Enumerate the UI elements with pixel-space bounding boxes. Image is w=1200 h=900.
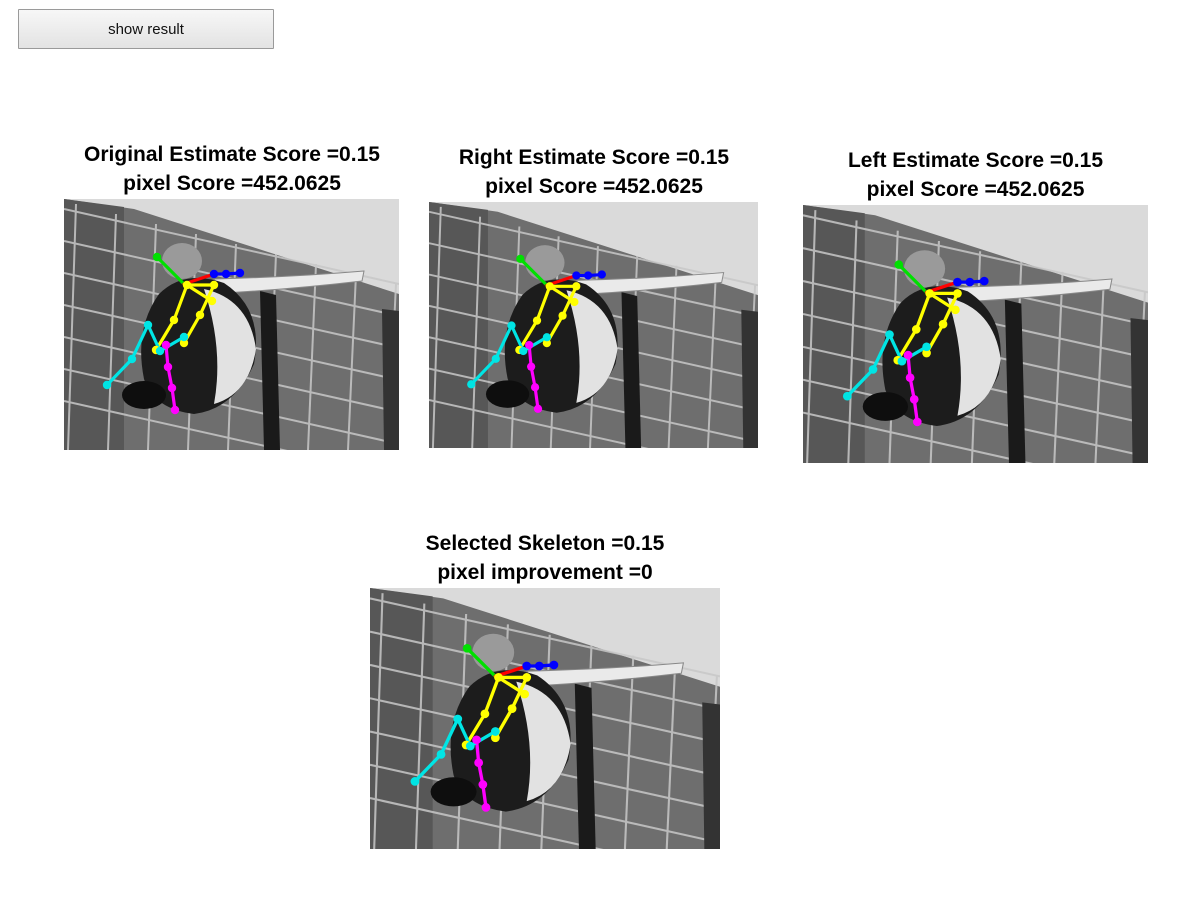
skeleton-joint-r3 xyxy=(842,391,852,401)
skeleton-joint-sh1 xyxy=(572,271,581,280)
selected-skeleton-image xyxy=(370,588,720,849)
skeleton-joint-l2 xyxy=(527,362,536,371)
skeleton-joint-l1 xyxy=(472,735,481,745)
pixel-improvement: pixel improvement =0 xyxy=(437,561,653,584)
skeleton-joint-t2 xyxy=(911,325,921,334)
skeleton-joint-l2 xyxy=(905,373,915,383)
skeleton-joint-sh1 xyxy=(522,661,532,671)
skeleton-joint-t2 xyxy=(169,315,179,325)
skeleton-joint-r1 xyxy=(885,330,894,339)
skeleton-joint-l1 xyxy=(903,350,913,360)
skeleton-joint-head xyxy=(894,260,904,269)
skeleton-joint-r3 xyxy=(410,777,420,786)
skeleton-joint-r1 xyxy=(143,320,153,330)
skeleton-joint-t5 xyxy=(558,311,567,320)
skeleton-joint-h2 xyxy=(207,296,217,306)
left-pixel-score: pixel Score =452.0625 xyxy=(866,178,1085,201)
skeleton-joint-t4 xyxy=(953,289,962,298)
skeleton-joint-h2 xyxy=(951,305,960,315)
skeleton-joint-sh3 xyxy=(235,268,245,278)
show-result-button[interactable]: show result xyxy=(18,9,274,49)
skeleton-joint-t5 xyxy=(507,704,517,713)
skeleton-joint-l3 xyxy=(478,780,488,789)
selected-skeleton-title: Selected Skeleton =0.15 pixel improvemen… xyxy=(370,529,720,587)
skeleton-joint-head xyxy=(152,252,162,262)
skeleton-joint-l4 xyxy=(912,417,922,427)
skeleton-joint-r1 xyxy=(453,714,463,724)
skeleton-joint-t4 xyxy=(522,673,532,682)
skeleton-joint-r4 xyxy=(465,741,475,751)
skeleton-joint-r5 xyxy=(490,727,500,736)
skeleton-joint-sh2 xyxy=(583,271,593,280)
selected-skeleton-score: Selected Skeleton =0.15 xyxy=(425,532,665,555)
skeleton-joint-r2 xyxy=(436,750,446,759)
right-estimate-score: Right Estimate Score =0.15 xyxy=(458,146,730,169)
skeleton-joint-sh1 xyxy=(209,269,219,279)
skeleton-joint-r2 xyxy=(491,354,500,363)
skeleton-joint-r2 xyxy=(868,365,878,374)
left-estimate-title: Left Estimate Score =0.15 pixel Score =4… xyxy=(803,146,1148,204)
skeleton-joint-r4 xyxy=(519,346,528,356)
skeleton-joint-t4 xyxy=(572,282,581,291)
skeleton-joint-r5 xyxy=(179,332,189,342)
skeleton-joint-r3 xyxy=(102,380,112,390)
skeleton-joint-t6 xyxy=(490,733,500,743)
original-estimate-image xyxy=(64,199,399,450)
skeleton-joint-sh3 xyxy=(597,270,606,279)
skeleton-joint-t6 xyxy=(179,338,189,348)
right-estimate-image xyxy=(429,202,758,448)
skeleton-joint-sh3 xyxy=(979,276,989,286)
skeleton-joint-l1 xyxy=(161,340,171,350)
skeleton-joint-sh3 xyxy=(549,660,559,670)
skeleton-joint-sh2 xyxy=(534,661,544,671)
skeleton-joint-l2 xyxy=(163,362,173,372)
left-estimate-score: Left Estimate Score =0.15 xyxy=(847,149,1104,172)
skeleton-joint-r1 xyxy=(507,321,516,330)
skeleton-joint-l3 xyxy=(530,383,540,392)
left-estimate-image xyxy=(803,205,1148,463)
skeleton-joint-r5 xyxy=(542,333,551,342)
skeleton-joint-sh1 xyxy=(953,277,962,287)
skeleton-joint-l4 xyxy=(533,404,543,413)
skeleton-joint-l3 xyxy=(167,383,177,393)
skeleton-joint-head xyxy=(462,643,472,653)
skeleton-joint-t2 xyxy=(480,709,490,719)
skeleton-joint-t1 xyxy=(545,282,554,291)
skeleton-joint-t4 xyxy=(209,280,219,290)
original-estimate-title: Original Estimate Score =0.15 pixel Scor… xyxy=(64,140,400,198)
original-pixel-score: pixel Score =452.0625 xyxy=(123,172,341,195)
skeleton-joint-h2 xyxy=(520,689,530,699)
skeleton-joint-t2 xyxy=(532,316,542,325)
skeleton-joint-t6 xyxy=(922,348,931,358)
skeleton-joint-r4 xyxy=(155,346,165,356)
skeleton-joint-sh2 xyxy=(221,269,231,279)
skeleton-joint-t1 xyxy=(925,289,934,298)
skeleton-joint-t6 xyxy=(542,339,551,348)
skeleton-joint-r5 xyxy=(922,342,931,352)
right-pixel-score: pixel Score =452.0625 xyxy=(485,175,703,198)
skeleton-joint-t1 xyxy=(494,673,503,682)
skeleton-joint-l4 xyxy=(481,803,491,812)
original-estimate-score: Original Estimate Score =0.15 xyxy=(84,143,380,166)
skeleton-joint-l1 xyxy=(525,340,534,350)
skeleton-joint-h2 xyxy=(570,297,579,307)
skeleton-joint-head xyxy=(516,254,525,263)
skeleton-joint-t1 xyxy=(182,280,192,290)
skeleton-joint-l3 xyxy=(909,394,919,404)
skeleton-joint-t5 xyxy=(938,319,948,329)
skeleton-joint-l2 xyxy=(474,758,484,768)
skeleton-joint-r4 xyxy=(897,356,907,366)
right-estimate-title: Right Estimate Score =0.15 pixel Score =… xyxy=(429,143,759,201)
skeleton-joint-r2 xyxy=(127,354,137,364)
skeleton-joint-sh2 xyxy=(965,277,975,287)
skeleton-joint-l4 xyxy=(170,405,180,415)
skeleton-joint-t5 xyxy=(195,310,205,320)
skeleton-joint-r3 xyxy=(467,380,476,389)
